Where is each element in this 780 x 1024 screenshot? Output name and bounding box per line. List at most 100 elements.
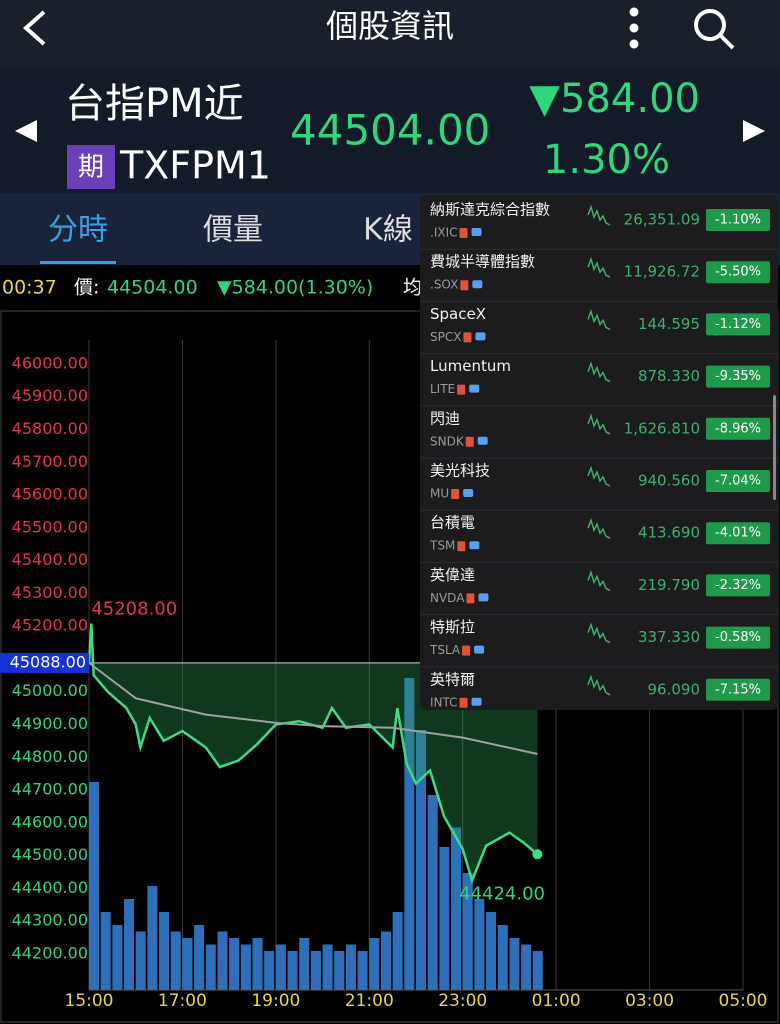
info-label: 價: bbox=[74, 277, 99, 299]
prev-button[interactable] bbox=[15, 120, 37, 142]
volume-bar bbox=[135, 931, 146, 990]
watchlist-row[interactable]: Lumentum LITE 878.330 -9.35% bbox=[420, 353, 778, 397]
volume-bar bbox=[345, 944, 356, 990]
volume-bar bbox=[310, 951, 321, 990]
quote-name: 台指PM近 bbox=[65, 81, 244, 127]
watchlist-row[interactable]: 特斯拉 TSLA 337.330 -0.58% bbox=[420, 614, 778, 658]
stock-code: LITE bbox=[430, 382, 455, 396]
volume-bar bbox=[392, 912, 403, 990]
change-pill bbox=[706, 261, 770, 284]
news-icon bbox=[459, 697, 468, 708]
page-title: 個股資訊 bbox=[326, 7, 454, 45]
stock-price: 413.690 bbox=[638, 524, 700, 542]
watchlist-row[interactable]: 費城半導體指數 .SOX 11,926.72 -5.50% bbox=[420, 248, 778, 292]
chat-icon bbox=[469, 384, 480, 393]
x-tick-label: 01:00 bbox=[532, 991, 581, 1011]
quote-price: 44504.00 bbox=[290, 106, 490, 155]
search-button[interactable] bbox=[694, 9, 735, 50]
tab[interactable]: K線 bbox=[363, 213, 413, 248]
x-tick-label: 19:00 bbox=[251, 991, 300, 1011]
sparkline bbox=[587, 361, 611, 383]
volume-bar bbox=[147, 886, 158, 990]
stock-change: -7.04% bbox=[715, 474, 761, 489]
next-button[interactable] bbox=[743, 120, 765, 142]
volume-bar bbox=[334, 951, 345, 990]
y-tick-label: 45400.00 bbox=[12, 550, 88, 569]
stock-name: 美光科技 bbox=[430, 462, 490, 480]
info-avg-label: 均 bbox=[403, 277, 422, 299]
y-tick-label: 45700.00 bbox=[12, 452, 88, 471]
y-tick-label: 45200.00 bbox=[12, 616, 88, 635]
badge-text: 期 bbox=[78, 153, 104, 183]
watchlist-row[interactable]: 美光科技 MU 940.560 -7.04% bbox=[420, 457, 778, 501]
x-tick-label: 23:00 bbox=[438, 991, 487, 1011]
stock-name: SpaceX bbox=[430, 305, 486, 323]
stock-name: 納斯達克綜合指數 bbox=[430, 201, 550, 219]
volume-bar bbox=[240, 944, 251, 990]
badge bbox=[67, 145, 115, 189]
volume-bar bbox=[532, 951, 543, 990]
stock-code: SNDK bbox=[430, 434, 465, 448]
scrollbar bbox=[773, 395, 776, 500]
watchlist-row[interactable]: 英偉達 NVDA 219.790 -2.32% bbox=[420, 561, 778, 605]
volume-bar bbox=[404, 678, 415, 990]
y-tick-label: 44200.00 bbox=[12, 943, 88, 962]
y-tick-label: 45900.00 bbox=[12, 386, 88, 405]
stock-price: 26,351.09 bbox=[624, 211, 700, 229]
stock-price: 940.560 bbox=[638, 472, 700, 490]
watchlist-row[interactable]: 閃迪 SNDK 1,626.810 -8.96% bbox=[420, 405, 778, 449]
news-icon bbox=[459, 228, 468, 238]
stock-code: NVDA bbox=[430, 591, 465, 605]
y-tick-label: 45500.00 bbox=[12, 517, 88, 536]
news-icon bbox=[457, 541, 466, 552]
stock-name: 特斯拉 bbox=[430, 618, 475, 636]
info-price: 44504.00 bbox=[107, 277, 198, 299]
tab[interactable]: 價量 bbox=[203, 213, 263, 248]
quote-panel bbox=[0, 68, 780, 193]
annotation: 44424.00 bbox=[459, 884, 545, 905]
tabs: 分時 價量 K線 bbox=[40, 213, 413, 264]
tab-underline bbox=[40, 261, 116, 264]
volume-bar bbox=[182, 938, 193, 990]
stock-code: .IXIC bbox=[430, 226, 458, 240]
y-tick-label: 44700.00 bbox=[12, 780, 88, 799]
stock-price: 11,926.72 bbox=[624, 263, 700, 281]
volume-bar bbox=[205, 944, 216, 990]
stock-change: -1.10% bbox=[715, 213, 761, 228]
y-tick-label: 44400.00 bbox=[12, 878, 88, 897]
watchlist-row[interactable]: SpaceX SPCX 144.595 -1.12% bbox=[420, 300, 778, 344]
volume-bar bbox=[427, 795, 438, 990]
sparkline bbox=[587, 204, 611, 226]
watchlist-row[interactable]: 納斯達克綜合指數 .IXIC 26,351.09 -1.10% bbox=[430, 201, 770, 240]
volume-bar bbox=[322, 944, 333, 990]
volume-bar bbox=[252, 938, 263, 990]
sparkline bbox=[587, 256, 611, 278]
stock-code: .SOX bbox=[430, 278, 458, 292]
volume-bar bbox=[170, 931, 181, 990]
chat-icon bbox=[472, 280, 483, 289]
change-pill bbox=[706, 313, 770, 336]
stock-change: -5.50% bbox=[715, 265, 761, 280]
watchlist-row[interactable]: 英特爾 INTC 96.090 -7.15% bbox=[420, 666, 778, 710]
x-tick-label: 03:00 bbox=[625, 991, 674, 1011]
tab[interactable]: 分時 bbox=[48, 213, 108, 248]
info-time: 00:37 bbox=[2, 277, 57, 299]
quote-change: ▼584.00 bbox=[529, 76, 700, 122]
volume-bar bbox=[439, 847, 450, 990]
watchlist-row[interactable]: 台積電 TSM 413.690 -4.01% bbox=[420, 509, 778, 553]
menu-button[interactable] bbox=[629, 7, 639, 49]
volume-bar bbox=[521, 944, 532, 990]
stock-name: 英偉達 bbox=[430, 566, 475, 584]
news-icon bbox=[463, 332, 472, 343]
news-icon bbox=[451, 489, 460, 499]
back-button[interactable] bbox=[22, 10, 46, 46]
news-icon bbox=[466, 593, 475, 604]
x-tick-label: 17:00 bbox=[158, 991, 207, 1011]
last-point bbox=[532, 849, 543, 860]
y-tick-label: 44300.00 bbox=[12, 911, 88, 930]
volume-bar bbox=[217, 931, 228, 990]
stock-code: SPCX bbox=[430, 330, 461, 344]
news-icon bbox=[462, 645, 471, 656]
volume-bar bbox=[194, 925, 205, 990]
